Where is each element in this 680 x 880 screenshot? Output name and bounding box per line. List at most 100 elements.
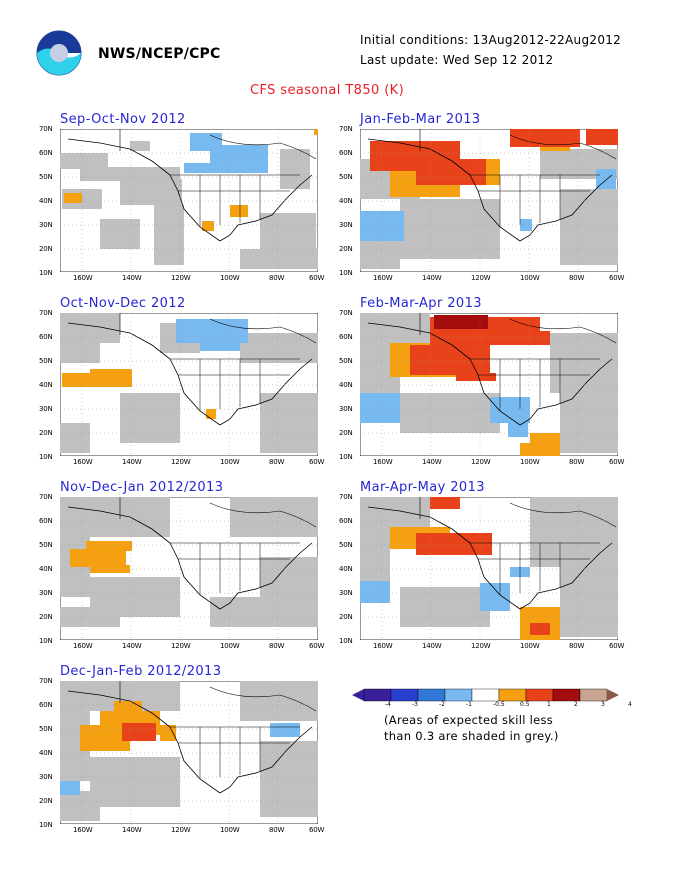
lon-tick-label: 160W bbox=[73, 642, 93, 650]
lon-tick-label: 100W bbox=[520, 274, 540, 282]
lat-tick-label: 40N bbox=[339, 381, 353, 389]
lat-tick-label: 30N bbox=[39, 405, 53, 413]
lat-tick-label: 60N bbox=[39, 517, 53, 525]
lon-tick-label: 100W bbox=[220, 642, 240, 650]
lon-tick-label: 120W bbox=[471, 458, 491, 466]
colorbar-tick-label: -4 bbox=[385, 701, 391, 708]
lon-tick-label: 120W bbox=[171, 826, 191, 834]
lat-tick-label: 50N bbox=[39, 173, 53, 181]
lon-tick-label: 140W bbox=[422, 458, 442, 466]
colorbar-tick-label: -0.5 bbox=[493, 701, 505, 708]
lon-tick-label: 140W bbox=[422, 274, 442, 282]
colorbar-high-triangle bbox=[607, 689, 619, 701]
lon-tick-label: 60W bbox=[609, 642, 625, 650]
lat-tick-label: 70N bbox=[39, 677, 53, 685]
lat-tick-label: 60N bbox=[39, 333, 53, 341]
lon-tick-label: 100W bbox=[520, 458, 540, 466]
lon-tick-label: 120W bbox=[471, 642, 491, 650]
lat-tick-label: 30N bbox=[339, 405, 353, 413]
lat-tick-label: 40N bbox=[39, 197, 53, 205]
lat-tick-label: 20N bbox=[339, 245, 353, 253]
lon-tick-label: 140W bbox=[122, 642, 142, 650]
colorbar-segment bbox=[390, 688, 419, 702]
lat-tick-label: 40N bbox=[39, 565, 53, 573]
colorbar-segment bbox=[498, 688, 527, 702]
colorbar-tick-label: -2 bbox=[439, 701, 445, 708]
map-son bbox=[60, 129, 318, 272]
colorbar-tick-label: 4 bbox=[628, 701, 632, 708]
noaa-logo bbox=[36, 30, 82, 76]
panel-title-ndj: Nov-Dec-Jan 2012/2013 bbox=[60, 480, 224, 495]
colorbar-segment bbox=[525, 688, 554, 702]
lon-tick-label: 100W bbox=[520, 642, 540, 650]
lat-tick-label: 40N bbox=[39, 749, 53, 757]
lat-tick-label: 30N bbox=[39, 589, 53, 597]
colorbar-segment bbox=[579, 688, 608, 702]
map-fma bbox=[360, 313, 618, 456]
lat-tick-label: 10N bbox=[339, 269, 353, 277]
lon-tick-label: 100W bbox=[220, 458, 240, 466]
lon-tick-label: 160W bbox=[373, 458, 393, 466]
lon-tick-label: 160W bbox=[373, 274, 393, 282]
colorbar-segment bbox=[444, 688, 473, 702]
lat-tick-label: 70N bbox=[39, 309, 53, 317]
lat-tick-label: 30N bbox=[339, 221, 353, 229]
lat-tick-label: 50N bbox=[39, 541, 53, 549]
map-mam bbox=[360, 497, 618, 640]
lon-tick-label: 120W bbox=[171, 274, 191, 282]
colorbar-tick-label: 3 bbox=[601, 701, 605, 708]
panel-title-djf: Dec-Jan-Feb 2012/2013 bbox=[60, 664, 222, 679]
lat-tick-label: 50N bbox=[339, 541, 353, 549]
lon-tick-label: 140W bbox=[122, 826, 142, 834]
lon-tick-label: 80W bbox=[269, 458, 285, 466]
lat-tick-label: 70N bbox=[39, 493, 53, 501]
lat-tick-label: 50N bbox=[39, 725, 53, 733]
panel-title-ond: Oct-Nov-Dec 2012 bbox=[60, 296, 186, 311]
lon-tick-label: 100W bbox=[220, 826, 240, 834]
lat-tick-label: 60N bbox=[39, 149, 53, 157]
initial-conditions: Initial conditions: 13Aug2012-22Aug2012 bbox=[360, 33, 622, 47]
lat-tick-label: 20N bbox=[39, 797, 53, 805]
lat-tick-label: 70N bbox=[39, 125, 53, 133]
colorbar-segment bbox=[417, 688, 446, 702]
lat-tick-label: 40N bbox=[339, 565, 353, 573]
lat-tick-label: 20N bbox=[339, 613, 353, 621]
skill-note-line2: than 0.3 are shaded in grey.) bbox=[384, 729, 559, 743]
panel-title-son: Sep-Oct-Nov 2012 bbox=[60, 112, 186, 127]
panel-title-mam: Mar-Apr-May 2013 bbox=[360, 480, 485, 495]
lon-tick-label: 80W bbox=[269, 274, 285, 282]
lon-tick-label: 160W bbox=[373, 642, 393, 650]
lat-tick-label: 20N bbox=[39, 613, 53, 621]
map-ond bbox=[60, 313, 318, 456]
lon-tick-label: 160W bbox=[73, 458, 93, 466]
lon-tick-label: 140W bbox=[122, 274, 142, 282]
lon-tick-label: 140W bbox=[422, 642, 442, 650]
lon-tick-label: 80W bbox=[269, 826, 285, 834]
colorbar-segment bbox=[471, 688, 500, 702]
lon-tick-label: 120W bbox=[171, 642, 191, 650]
lat-tick-label: 10N bbox=[39, 269, 53, 277]
colorbar-tick-label: 0.5 bbox=[520, 701, 530, 708]
lat-tick-label: 10N bbox=[39, 453, 53, 461]
lon-tick-label: 60W bbox=[309, 458, 325, 466]
lon-tick-label: 120W bbox=[471, 274, 491, 282]
colorbar-tick-label: 2 bbox=[574, 701, 578, 708]
colorbar-tick-label: -3 bbox=[412, 701, 418, 708]
map-jfm bbox=[360, 129, 618, 272]
lon-tick-label: 140W bbox=[122, 458, 142, 466]
lat-tick-label: 10N bbox=[339, 637, 353, 645]
lat-tick-label: 40N bbox=[339, 197, 353, 205]
lat-tick-label: 10N bbox=[339, 453, 353, 461]
org-name: NWS/NCEP/CPC bbox=[98, 46, 221, 62]
lon-tick-label: 100W bbox=[220, 274, 240, 282]
lon-tick-label: 80W bbox=[569, 458, 585, 466]
lat-tick-label: 10N bbox=[39, 637, 53, 645]
lon-tick-label: 80W bbox=[269, 642, 285, 650]
lat-tick-label: 60N bbox=[339, 149, 353, 157]
lat-tick-label: 60N bbox=[39, 701, 53, 709]
lat-tick-label: 70N bbox=[339, 493, 353, 501]
lat-tick-label: 70N bbox=[339, 125, 353, 133]
map-ndj bbox=[60, 497, 318, 640]
lat-tick-label: 30N bbox=[339, 589, 353, 597]
lat-tick-label: 50N bbox=[339, 357, 353, 365]
